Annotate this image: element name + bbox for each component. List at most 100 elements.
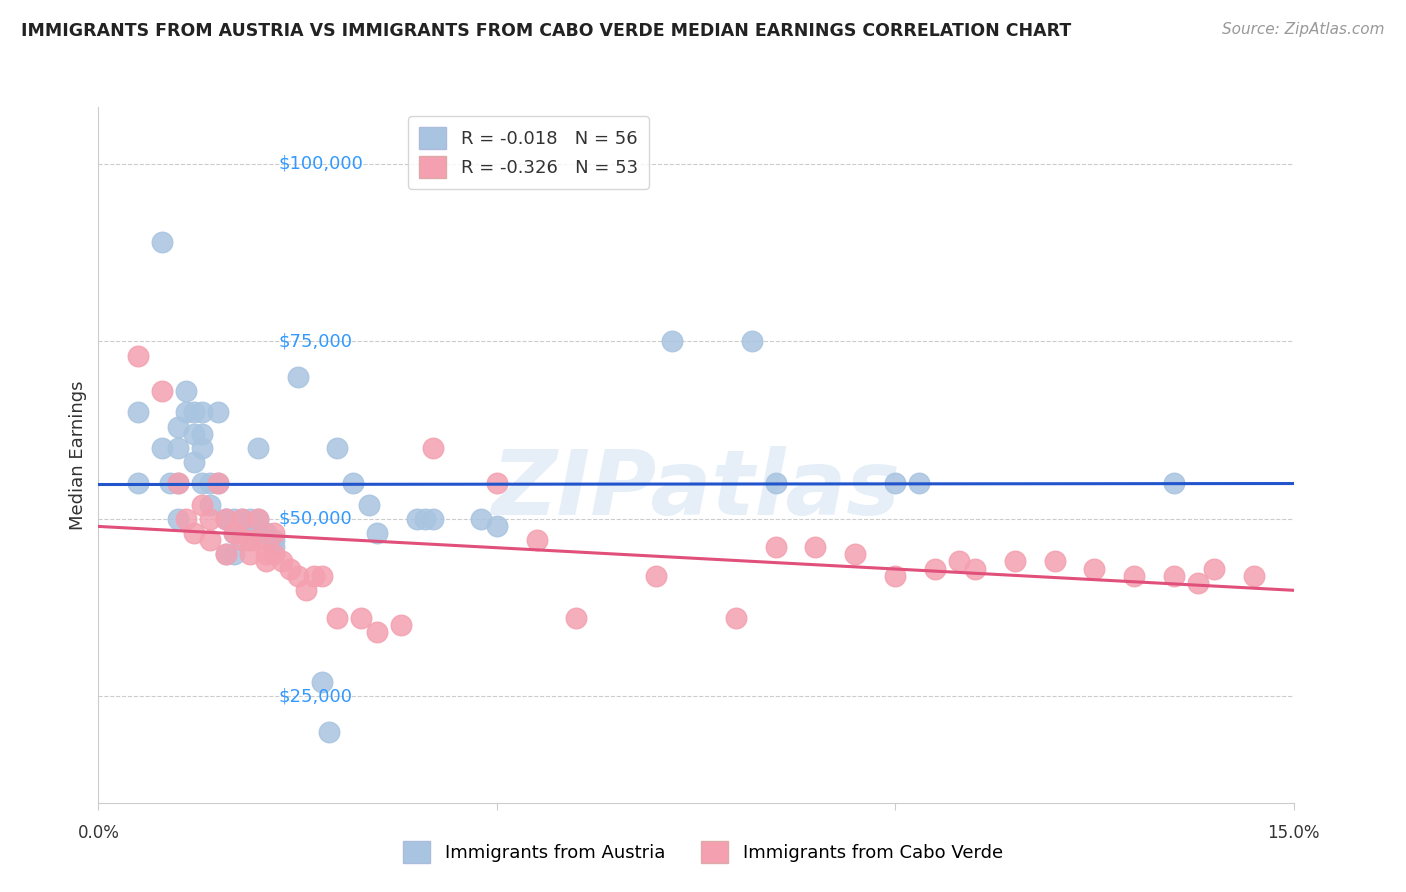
Point bbox=[215, 512, 238, 526]
Point bbox=[326, 611, 349, 625]
Point bbox=[191, 498, 214, 512]
Point bbox=[183, 405, 205, 419]
Point bbox=[342, 476, 364, 491]
Point bbox=[406, 512, 429, 526]
Point bbox=[294, 582, 316, 597]
Text: $50,000: $50,000 bbox=[278, 510, 353, 528]
Point bbox=[191, 405, 214, 419]
Point bbox=[422, 441, 444, 455]
Point bbox=[724, 611, 747, 625]
Point bbox=[1163, 568, 1185, 582]
Y-axis label: Median Earnings: Median Earnings bbox=[69, 380, 87, 530]
Point bbox=[263, 547, 285, 561]
Point bbox=[389, 618, 412, 632]
Point bbox=[150, 384, 173, 398]
Text: 15.0%: 15.0% bbox=[1267, 824, 1320, 842]
Point bbox=[246, 441, 269, 455]
Point bbox=[254, 526, 277, 541]
Point bbox=[278, 561, 301, 575]
Point bbox=[1083, 561, 1105, 575]
Text: $25,000: $25,000 bbox=[278, 688, 353, 706]
Point bbox=[844, 547, 866, 561]
Point bbox=[174, 512, 197, 526]
Point bbox=[246, 526, 269, 541]
Point bbox=[948, 554, 970, 568]
Point bbox=[159, 476, 181, 491]
Point bbox=[924, 561, 946, 575]
Text: Source: ZipAtlas.com: Source: ZipAtlas.com bbox=[1222, 22, 1385, 37]
Point bbox=[254, 547, 277, 561]
Point bbox=[263, 533, 285, 548]
Point bbox=[359, 498, 381, 512]
Point bbox=[174, 405, 197, 419]
Point bbox=[422, 512, 444, 526]
Point bbox=[207, 476, 229, 491]
Point bbox=[413, 512, 436, 526]
Point bbox=[263, 526, 285, 541]
Legend: Immigrants from Austria, Immigrants from Cabo Verde: Immigrants from Austria, Immigrants from… bbox=[392, 830, 1014, 874]
Point bbox=[167, 512, 190, 526]
Point bbox=[246, 512, 269, 526]
Text: 0.0%: 0.0% bbox=[77, 824, 120, 842]
Point bbox=[963, 561, 986, 575]
Point bbox=[765, 476, 787, 491]
Point bbox=[167, 476, 190, 491]
Point bbox=[222, 526, 245, 541]
Point bbox=[167, 476, 190, 491]
Point bbox=[215, 547, 238, 561]
Point bbox=[127, 476, 149, 491]
Point bbox=[908, 476, 931, 491]
Point bbox=[485, 519, 508, 533]
Point bbox=[127, 349, 149, 363]
Point bbox=[191, 441, 214, 455]
Point bbox=[222, 512, 245, 526]
Point bbox=[645, 568, 668, 582]
Point bbox=[239, 533, 262, 548]
Point bbox=[231, 512, 253, 526]
Point bbox=[215, 547, 238, 561]
Text: ZIPatlas: ZIPatlas bbox=[492, 446, 900, 533]
Point bbox=[239, 512, 262, 526]
Point bbox=[804, 540, 827, 554]
Point bbox=[174, 384, 197, 398]
Point bbox=[150, 441, 173, 455]
Point bbox=[191, 426, 214, 441]
Point bbox=[239, 547, 262, 561]
Point bbox=[287, 568, 309, 582]
Point bbox=[1004, 554, 1026, 568]
Point bbox=[246, 533, 269, 548]
Point bbox=[183, 426, 205, 441]
Point bbox=[231, 533, 253, 548]
Point bbox=[311, 568, 333, 582]
Point bbox=[311, 675, 333, 690]
Point bbox=[366, 625, 388, 640]
Text: $75,000: $75,000 bbox=[278, 333, 353, 351]
Point bbox=[287, 369, 309, 384]
Legend: R = -0.018   N = 56, R = -0.326   N = 53: R = -0.018 N = 56, R = -0.326 N = 53 bbox=[409, 116, 648, 189]
Point bbox=[198, 533, 221, 548]
Point bbox=[231, 512, 253, 526]
Point bbox=[884, 568, 907, 582]
Point bbox=[765, 540, 787, 554]
Point bbox=[1243, 568, 1265, 582]
Point bbox=[167, 441, 190, 455]
Point bbox=[1043, 554, 1066, 568]
Point bbox=[366, 526, 388, 541]
Point bbox=[183, 455, 205, 469]
Point bbox=[1202, 561, 1225, 575]
Text: IMMIGRANTS FROM AUSTRIA VS IMMIGRANTS FROM CABO VERDE MEDIAN EARNINGS CORRELATIO: IMMIGRANTS FROM AUSTRIA VS IMMIGRANTS FR… bbox=[21, 22, 1071, 40]
Text: $100,000: $100,000 bbox=[278, 155, 364, 173]
Point bbox=[222, 547, 245, 561]
Point bbox=[246, 512, 269, 526]
Point bbox=[127, 405, 149, 419]
Point bbox=[167, 419, 190, 434]
Point bbox=[263, 540, 285, 554]
Point bbox=[207, 476, 229, 491]
Point bbox=[1187, 575, 1209, 590]
Point bbox=[150, 235, 173, 249]
Point bbox=[198, 498, 221, 512]
Point bbox=[565, 611, 588, 625]
Point bbox=[231, 526, 253, 541]
Point bbox=[526, 533, 548, 548]
Point bbox=[884, 476, 907, 491]
